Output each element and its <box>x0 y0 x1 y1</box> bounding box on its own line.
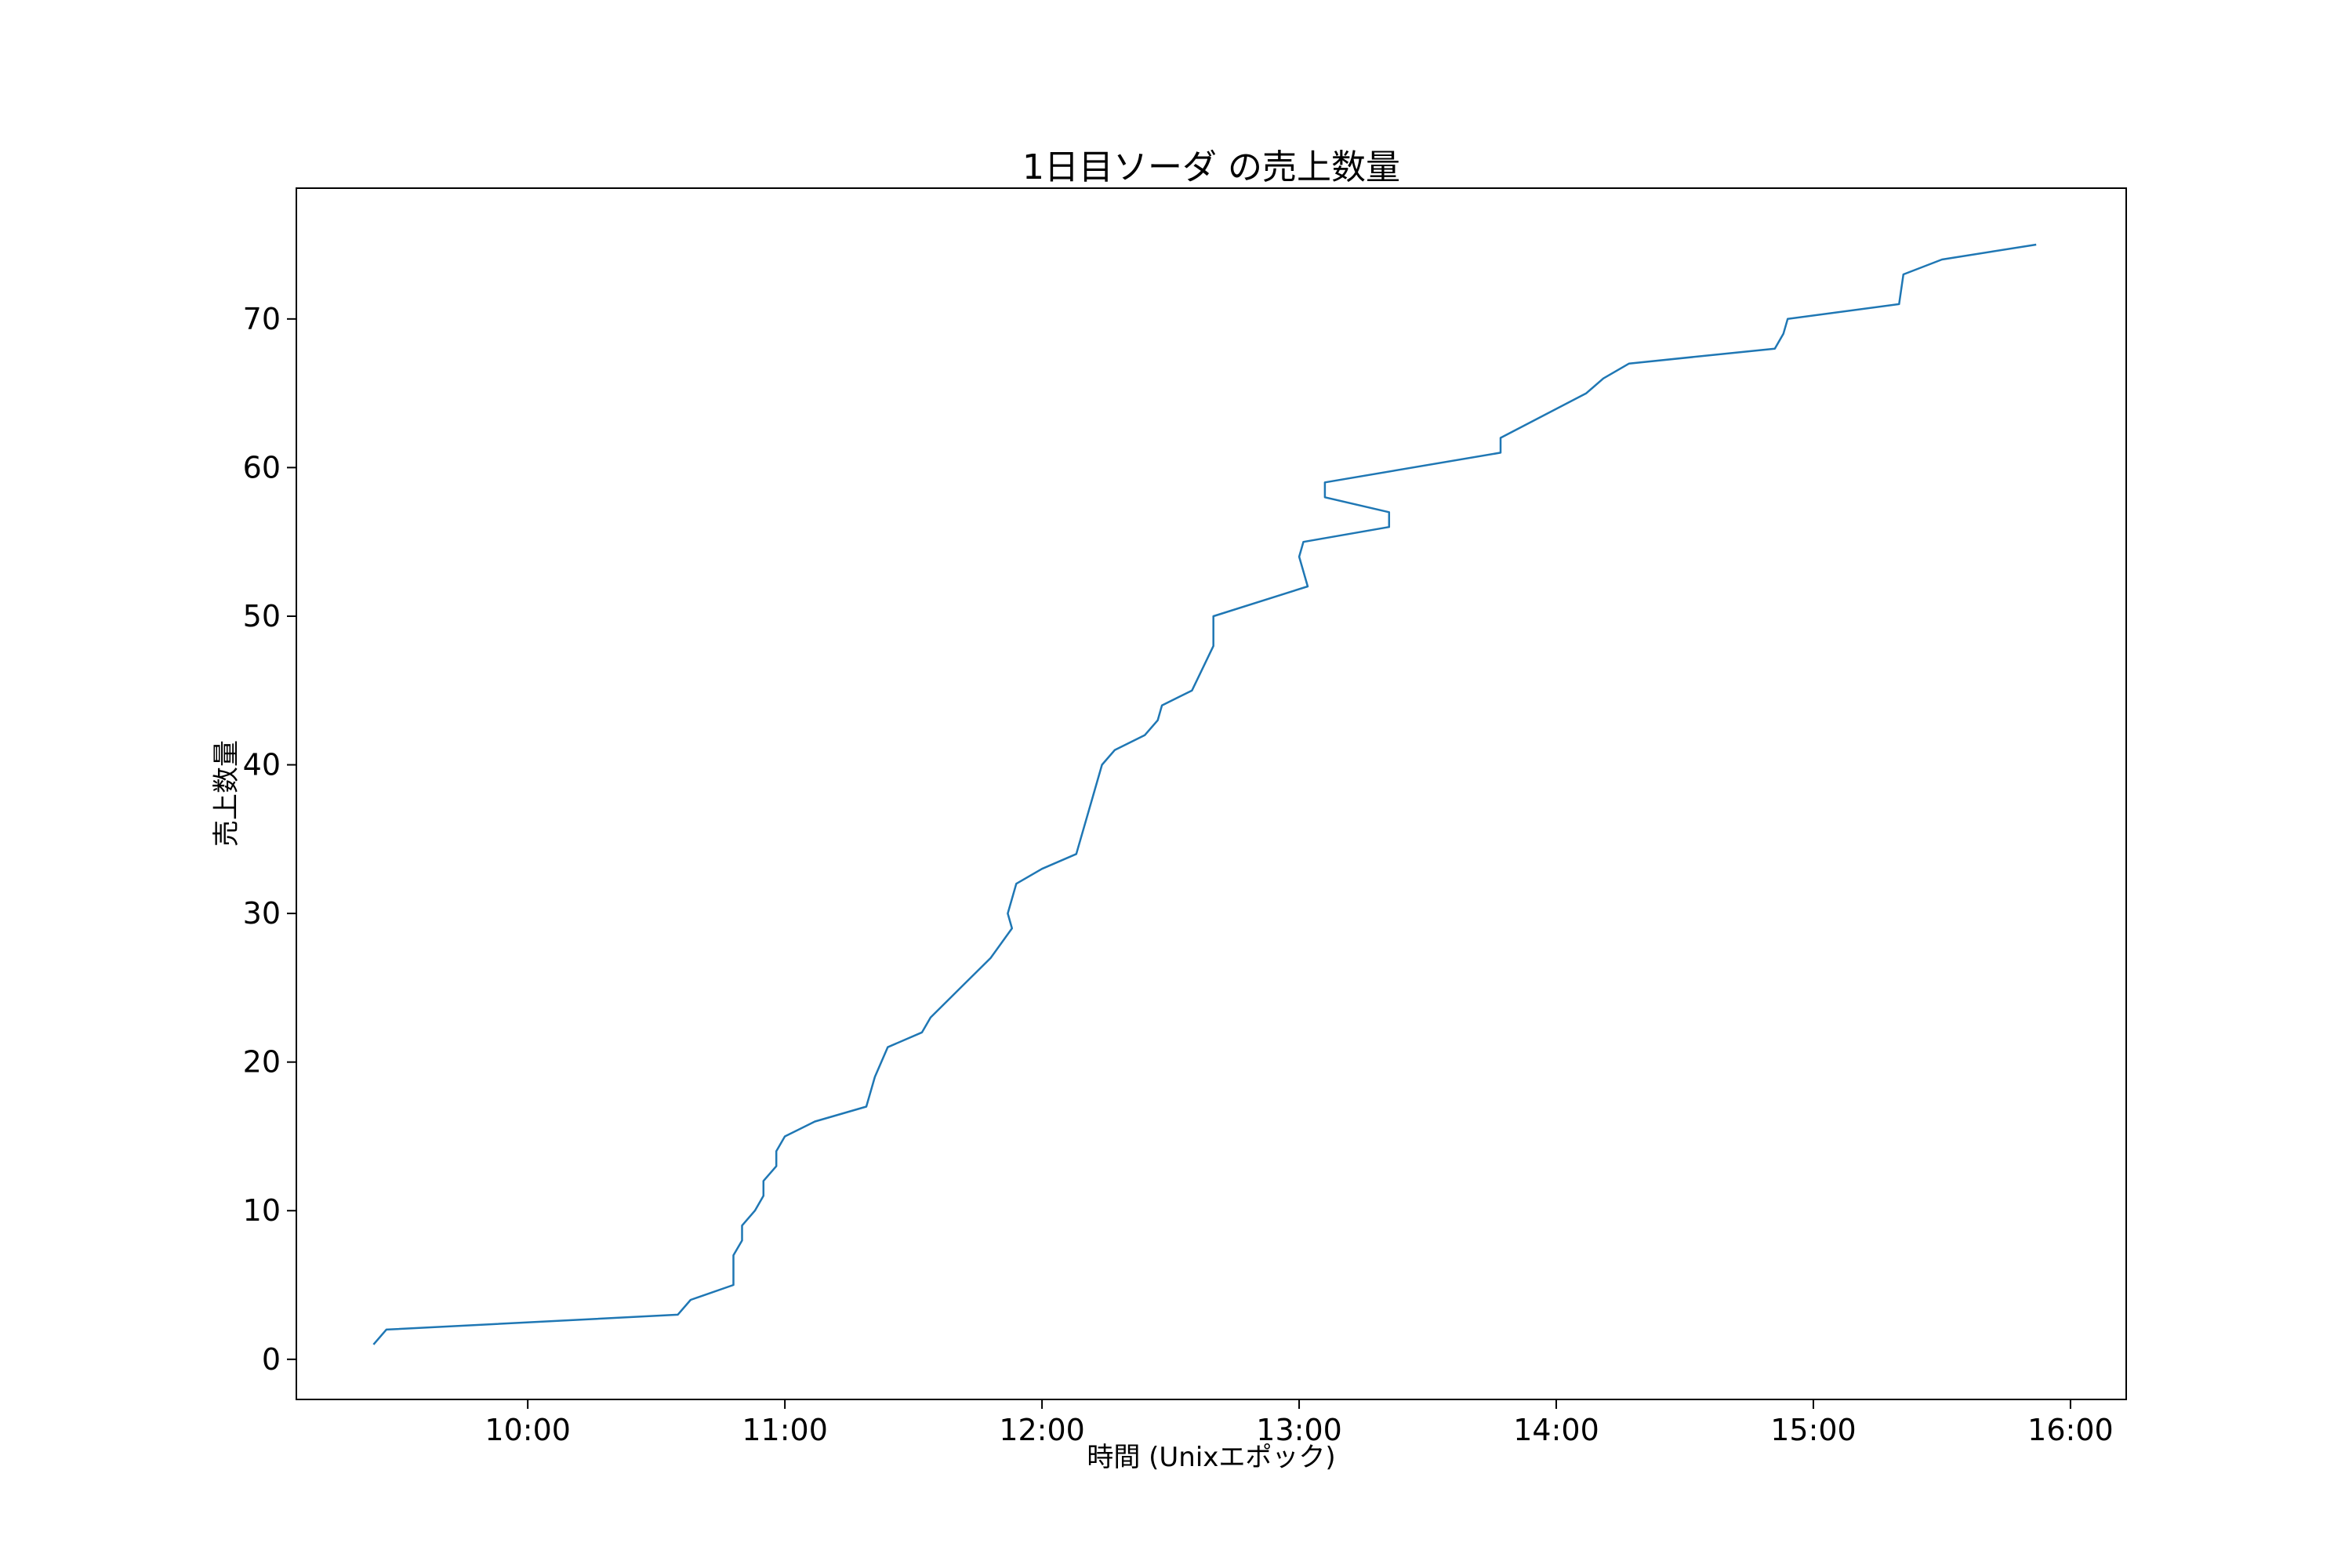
x-axis: 10:00 11:00 12:00 13:00 14:00 15:00 16:00 <box>485 1399 2114 1447</box>
chart-title: 1日目ソーダ の売上数量 <box>1022 147 1400 187</box>
y-tick-label: 30 <box>243 896 281 931</box>
x-tick-label: 11:00 <box>742 1413 828 1447</box>
series-line <box>372 243 2037 1345</box>
x-tick-label: 16:00 <box>2027 1413 2114 1447</box>
y-tick-label: 0 <box>262 1342 281 1377</box>
y-tick-label: 40 <box>243 748 281 782</box>
y-tick-label: 50 <box>243 599 281 633</box>
x-axis-label: 時間 (Unixエポック) <box>1087 1442 1335 1473</box>
y-tick-label: 20 <box>243 1045 281 1080</box>
x-tick-label: 14:00 <box>1513 1413 1599 1447</box>
y-tick-label: 10 <box>243 1193 281 1228</box>
x-tick-label: 15:00 <box>1770 1413 1857 1447</box>
y-tick-label: 60 <box>243 450 281 485</box>
x-tick-label: 10:00 <box>485 1413 571 1447</box>
y-axis: 0 10 20 30 40 50 60 70 <box>243 302 296 1377</box>
x-tick-label: 13:00 <box>1256 1413 1342 1447</box>
y-axis-label: 売上数量 <box>211 740 242 847</box>
plot-frame <box>296 187 2127 1400</box>
x-tick-label: 12:00 <box>999 1413 1085 1447</box>
y-tick-label: 70 <box>243 302 281 336</box>
